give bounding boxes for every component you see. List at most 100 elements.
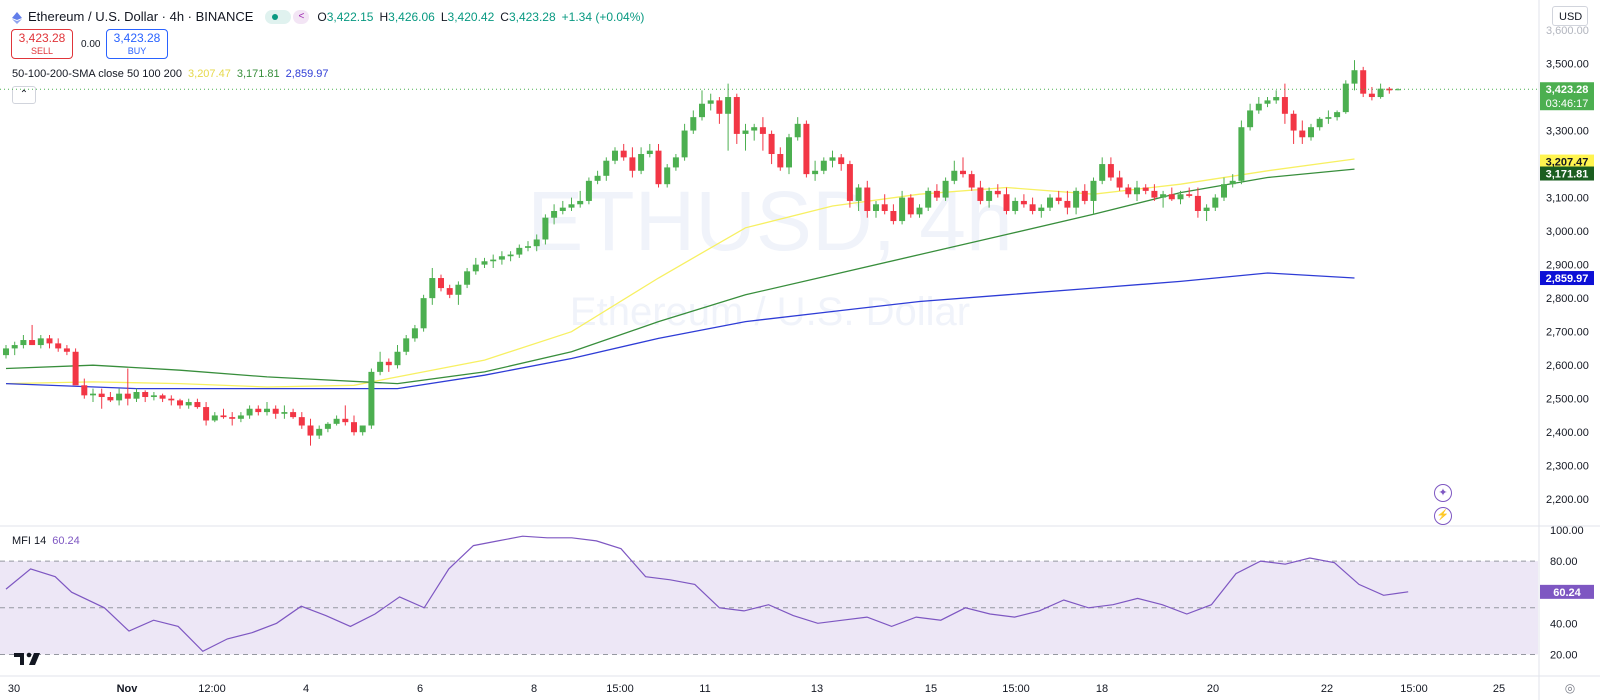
- candle: [1073, 187, 1080, 215]
- candle-body: [1020, 200, 1027, 205]
- mfi-value-label: 60.24: [1540, 584, 1594, 599]
- mfi-label: MFI 14: [12, 535, 47, 547]
- sell-button[interactable]: 3,423.28 SELL: [11, 29, 73, 59]
- candle: [150, 391, 157, 401]
- candle: [194, 398, 201, 409]
- candle: [107, 391, 114, 403]
- candle-body: [1212, 197, 1219, 208]
- candle: [333, 415, 340, 426]
- time-tick: 15:00: [1400, 683, 1428, 695]
- candle: [1194, 187, 1201, 218]
- candle: [1081, 184, 1088, 205]
- candle: [638, 147, 645, 175]
- candle-body: [594, 175, 601, 181]
- candle-body: [820, 160, 827, 171]
- time-tick: 25: [1493, 683, 1505, 695]
- mfi-value: 60.24: [52, 535, 80, 547]
- candle: [342, 405, 349, 426]
- candle: [1142, 184, 1149, 195]
- candle-body: [794, 123, 801, 138]
- candle-body: [777, 154, 784, 168]
- candle: [403, 335, 410, 356]
- mfi-band-layer: [0, 560, 1538, 655]
- share-icon[interactable]: <: [293, 9, 310, 24]
- candle: [20, 335, 27, 349]
- candle-body: [290, 412, 297, 418]
- candle-body: [63, 348, 70, 352]
- candle-body: [333, 418, 340, 424]
- candle: [507, 251, 514, 262]
- candle: [72, 348, 79, 386]
- candle-body: [577, 200, 584, 205]
- candle-body: [559, 207, 566, 211]
- mfi-legend[interactable]: MFI 14 60.24: [12, 535, 80, 547]
- tradingview-logo[interactable]: [14, 650, 44, 666]
- candle-body: [716, 100, 723, 114]
- time-tick: 20: [1207, 683, 1219, 695]
- candle: [1020, 194, 1027, 208]
- candle: [768, 130, 775, 165]
- candle: [290, 408, 297, 419]
- candle: [255, 405, 262, 416]
- price-labels: 3,423.28 03:46:17 3,207.473,171.81 2,859.97…: [1540, 82, 1594, 599]
- candle: [481, 257, 488, 268]
- watermark-description: Ethereum / U.S. Dollar: [570, 290, 970, 334]
- candle-body: [1038, 207, 1045, 211]
- candle-body: [90, 393, 96, 396]
- candle: [1255, 97, 1262, 114]
- sma-indicator-name: 50-100-200-SMA close 50 100 200: [12, 68, 183, 80]
- candle: [551, 204, 558, 225]
- sma-legend[interactable]: 50-100-200-SMA close 50 100 200 3,207.47…: [12, 68, 329, 80]
- candle: [1151, 184, 1158, 201]
- currency-select[interactable]: USD: [1552, 6, 1588, 26]
- candle: [777, 147, 784, 171]
- candle: [855, 184, 862, 211]
- candle: [716, 97, 723, 124]
- candle: [725, 83, 732, 151]
- sma100-line: [5, 168, 1355, 385]
- collapse-legend-button[interactable]: ⌃: [12, 86, 36, 104]
- candle: [864, 180, 871, 218]
- candle-body: [150, 395, 157, 398]
- lightning-button[interactable]: ⚡: [1434, 507, 1452, 525]
- candle: [46, 335, 53, 349]
- candle: [272, 405, 279, 419]
- candle: [429, 267, 436, 305]
- candle: [812, 160, 819, 181]
- ohlc-low: 3,420.42: [447, 9, 495, 24]
- candle-body: [316, 428, 323, 436]
- settings-button[interactable]: ◎: [1562, 681, 1578, 697]
- candle: [655, 143, 662, 188]
- candle-body: [1221, 184, 1227, 198]
- symbol-title[interactable]: Ethereum / U.S. Dollar · 4h · BINANCE: [28, 9, 254, 24]
- candle-body: [1334, 112, 1341, 118]
- candle-body: [403, 338, 410, 352]
- candle: [1290, 110, 1297, 144]
- candle: [438, 274, 444, 292]
- candle-body: [1273, 97, 1280, 101]
- buy-button[interactable]: 3,423.28 BUY: [106, 29, 168, 59]
- candle: [464, 267, 471, 289]
- candle: [177, 398, 183, 409]
- market-status-dot: [265, 9, 292, 24]
- candle: [1212, 194, 1219, 211]
- candle-body: [133, 391, 140, 399]
- time-tick: 4: [303, 683, 309, 695]
- price-tick: 2,900.00: [1546, 260, 1589, 272]
- candle-body: [1029, 204, 1036, 211]
- candle-body: [385, 361, 392, 366]
- ohlc-open: 3,422.15: [326, 9, 374, 24]
- candle: [803, 120, 810, 178]
- candle-body: [690, 117, 697, 131]
- candle-body: [1168, 194, 1175, 200]
- sma200-price-label: 2,859.97: [1540, 271, 1594, 286]
- candle: [603, 157, 610, 181]
- candle-body: [585, 180, 592, 201]
- candle-body: [612, 150, 618, 161]
- candle: [237, 412, 244, 423]
- price-tick: 2,500.00: [1546, 394, 1589, 406]
- add-button[interactable]: ✦: [1434, 484, 1452, 502]
- candle: [733, 93, 740, 144]
- spread-value: 0.00: [81, 39, 101, 50]
